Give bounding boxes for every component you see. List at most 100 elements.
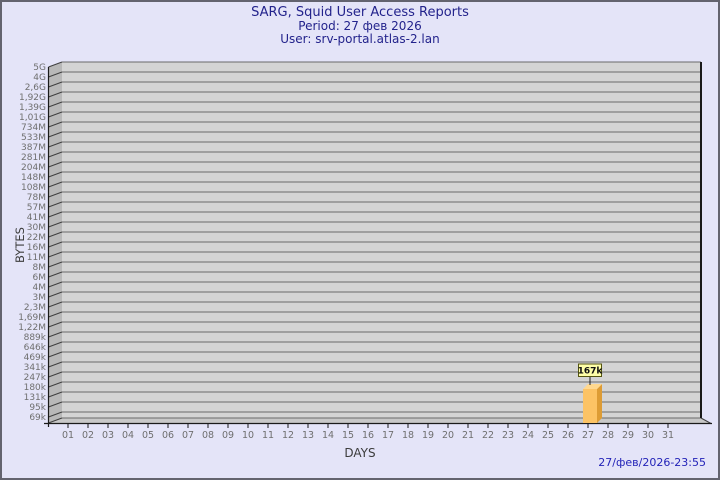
x-tick-label: 04 <box>122 430 134 441</box>
y-tick-label: 22M <box>27 233 46 243</box>
report-timestamp: 27/фев/2026-23:55 <box>598 456 706 469</box>
x-tick-label: 14 <box>322 430 334 441</box>
y-tick-label: 889k <box>24 333 47 343</box>
y-tick-label: 4G <box>33 73 46 83</box>
y-tick-label: 387M <box>21 143 46 153</box>
y-tick-label: 247k <box>24 373 47 383</box>
bar-top-face <box>583 384 602 389</box>
y-tick-mark <box>48 331 63 338</box>
y-tick-mark <box>48 401 63 408</box>
y-tick-mark <box>48 91 63 98</box>
y-tick-label: 30M <box>27 223 46 233</box>
y-tick-mark <box>48 281 63 288</box>
y-tick-label: 41M <box>27 213 46 223</box>
y-tick-mark <box>48 261 63 268</box>
x-tick-label: 11 <box>262 430 274 441</box>
y-tick-label: 131k <box>24 393 47 403</box>
y-tick-label: 1,22M <box>18 323 46 333</box>
y-tick-label: 646k <box>24 343 47 353</box>
y-tick-label: 1,39G <box>19 103 46 113</box>
floor-right-edge <box>700 417 712 424</box>
y-tick-label: 5G <box>33 63 46 73</box>
x-tick-label: 30 <box>642 430 654 441</box>
x-tick-label: 15 <box>342 430 354 441</box>
y-tick-mark <box>48 151 63 158</box>
y-tick-mark <box>48 381 63 388</box>
y-tick-mark <box>48 191 63 198</box>
x-tick-label: 01 <box>62 430 74 441</box>
x-tick-label: 31 <box>662 430 674 441</box>
y-tick-mark <box>48 341 63 348</box>
y-tick-label: 180k <box>24 383 47 393</box>
x-tick-label: 09 <box>222 430 234 441</box>
x-tick-label: 19 <box>422 430 434 441</box>
y-tick-label: 533M <box>21 133 46 143</box>
x-tick-label: 26 <box>562 430 574 441</box>
plot-area <box>62 62 701 418</box>
y-tick-label: 341k <box>24 363 47 373</box>
y-tick-label: 11M <box>27 253 46 263</box>
y-tick-label: 3M <box>33 293 47 303</box>
x-tick-label: 20 <box>442 430 454 441</box>
y-tick-mark <box>48 301 63 308</box>
y-tick-label: 1,92G <box>19 93 46 103</box>
y-tick-label: 69k <box>29 413 46 423</box>
x-tick-label: 27 <box>582 430 594 441</box>
y-tick-mark <box>48 101 63 108</box>
x-tick-label: 05 <box>142 430 154 441</box>
x-tick-label: 13 <box>302 430 314 441</box>
x-tick-label: 23 <box>502 430 514 441</box>
x-tick-label: 10 <box>242 430 254 441</box>
y-tick-label: 204M <box>21 163 46 173</box>
y-tick-mark <box>48 241 63 248</box>
y-tick-mark <box>48 291 63 298</box>
y-tick-mark <box>48 311 63 318</box>
x-tick-label: 06 <box>162 430 174 441</box>
y-tick-label: 95k <box>29 403 46 413</box>
y-tick-mark <box>48 321 63 328</box>
y-tick-mark <box>48 371 63 378</box>
y-tick-label: 4M <box>33 283 47 293</box>
chart-title: SARG, Squid User Access Reports <box>251 5 469 20</box>
y-tick-label: 281M <box>21 153 46 163</box>
y-tick-mark <box>48 251 63 258</box>
y-tick-mark <box>48 171 63 178</box>
bar-side-face <box>597 384 602 423</box>
x-tick-label: 12 <box>282 430 294 441</box>
y-tick-mark <box>48 81 63 88</box>
y-tick-mark <box>48 201 63 208</box>
x-tick-label: 16 <box>362 430 374 441</box>
y-tick-label: 8M <box>33 263 47 273</box>
bar-value-label: 167k <box>578 367 604 377</box>
y-tick-mark <box>48 121 63 128</box>
x-tick-label: 25 <box>542 430 554 441</box>
chart-user: User: srv-portal.atlas-2.lan <box>280 32 440 46</box>
y-tick-mark <box>48 131 63 138</box>
y-tick-mark <box>48 231 63 238</box>
y-tick-label: 1,01G <box>19 113 46 123</box>
y-tick-mark <box>48 211 63 218</box>
y-tick-label: 734M <box>21 123 46 133</box>
x-tick-label: 08 <box>202 430 214 441</box>
y-tick-mark <box>48 391 63 398</box>
y-tick-mark <box>48 71 63 78</box>
x-tick-label: 03 <box>102 430 114 441</box>
y-tick-mark <box>48 351 63 358</box>
x-tick-label: 18 <box>402 430 414 441</box>
chart-period: Period: 27 фев 2026 <box>298 19 422 33</box>
y-tick-mark <box>48 221 63 228</box>
x-tick-label: 02 <box>82 430 94 441</box>
x-tick-label: 29 <box>622 430 634 441</box>
x-tick-label: 24 <box>522 430 534 441</box>
y-tick-mark <box>48 271 63 278</box>
x-tick-label: 28 <box>602 430 614 441</box>
y-tick-label: 1,69M <box>18 313 46 323</box>
y-tick-label: 16M <box>27 243 46 253</box>
y-tick-label: 148M <box>21 173 46 183</box>
y-tick-label: 6M <box>33 273 47 283</box>
chart-floor <box>48 418 711 424</box>
bar-value-box <box>578 363 602 377</box>
bar <box>583 389 597 423</box>
